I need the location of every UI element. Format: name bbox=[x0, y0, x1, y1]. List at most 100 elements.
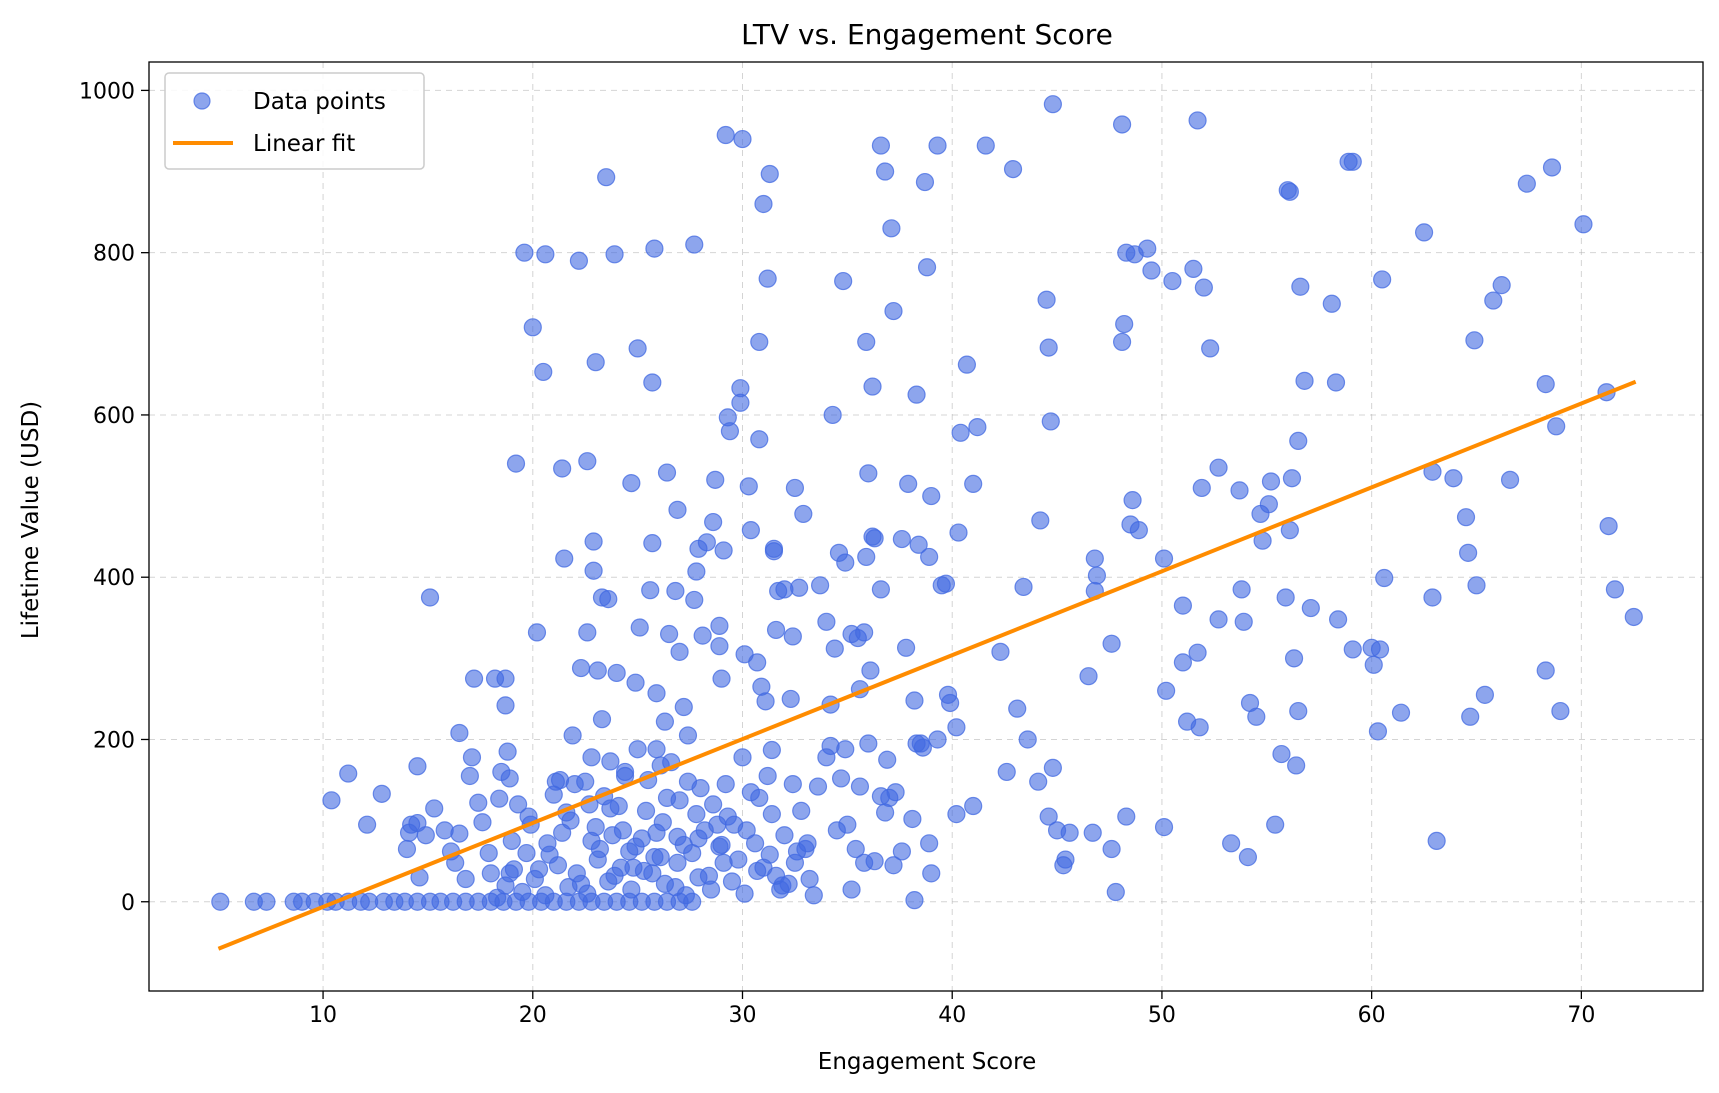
data-point bbox=[808, 777, 828, 796]
y-tick-label: 0 bbox=[121, 891, 135, 916]
data-point bbox=[460, 766, 479, 786]
data-point bbox=[760, 845, 779, 864]
data-point bbox=[1624, 607, 1643, 627]
data-point bbox=[794, 504, 813, 524]
data-point bbox=[655, 874, 675, 894]
x-tick-label: 30 bbox=[728, 1003, 756, 1028]
data-point bbox=[1209, 610, 1228, 629]
data-point bbox=[748, 653, 767, 672]
data-point bbox=[783, 627, 802, 646]
data-point bbox=[1154, 818, 1174, 837]
data-point bbox=[1295, 371, 1314, 390]
data-point bbox=[1456, 508, 1476, 527]
legend-marker-data-points bbox=[193, 92, 211, 110]
data-point bbox=[592, 710, 612, 729]
data-point bbox=[737, 821, 756, 840]
data-point bbox=[836, 740, 855, 759]
data-point bbox=[636, 801, 656, 820]
data-point bbox=[915, 172, 935, 192]
data-point bbox=[647, 823, 666, 842]
data-point bbox=[1536, 375, 1555, 394]
data-point bbox=[1003, 159, 1023, 179]
data-point bbox=[1154, 549, 1174, 568]
data-point bbox=[211, 892, 230, 911]
chart-title: LTV vs. Engagement Score bbox=[741, 18, 1113, 51]
data-point bbox=[1287, 756, 1306, 775]
x-tick-label: 40 bbox=[938, 1003, 966, 1028]
data-point bbox=[714, 853, 733, 872]
data-point bbox=[876, 162, 895, 181]
x-axis-label: Engagement Score bbox=[818, 1049, 1036, 1075]
data-point bbox=[798, 834, 817, 853]
data-point bbox=[859, 464, 878, 483]
data-point bbox=[420, 588, 440, 607]
data-point bbox=[825, 639, 844, 658]
data-point bbox=[712, 669, 731, 688]
data-point bbox=[857, 547, 876, 567]
data-point bbox=[817, 612, 836, 631]
y-tick-label: 800 bbox=[93, 242, 135, 267]
data-point bbox=[1326, 373, 1346, 392]
data-point bbox=[339, 764, 358, 783]
data-point bbox=[479, 843, 498, 863]
data-point bbox=[643, 534, 662, 553]
data-point bbox=[790, 578, 809, 597]
data-point bbox=[720, 422, 740, 441]
data-point bbox=[1259, 495, 1278, 514]
data-point bbox=[674, 697, 693, 717]
data-point bbox=[626, 837, 645, 856]
data-point bbox=[758, 766, 777, 786]
data-point bbox=[1375, 568, 1394, 588]
data-point bbox=[1301, 598, 1320, 618]
data-point bbox=[884, 301, 903, 321]
data-point bbox=[1517, 174, 1536, 193]
data-point bbox=[1190, 718, 1209, 737]
data-point bbox=[697, 533, 716, 552]
data-point bbox=[905, 691, 924, 710]
data-point bbox=[538, 834, 557, 853]
scatter-points bbox=[211, 95, 1643, 911]
legend-label-linear-fit: Linear fit bbox=[253, 131, 355, 157]
data-point bbox=[991, 642, 1010, 661]
data-point bbox=[766, 620, 786, 640]
data-point bbox=[1459, 543, 1478, 562]
data-point bbox=[1018, 730, 1037, 749]
data-point bbox=[850, 777, 870, 796]
data-point bbox=[1056, 850, 1075, 869]
data-point bbox=[701, 880, 721, 899]
data-point bbox=[536, 886, 555, 905]
data-point bbox=[500, 864, 519, 883]
data-point bbox=[1129, 521, 1148, 540]
data-point bbox=[450, 824, 469, 843]
data-point bbox=[678, 726, 698, 745]
data-point bbox=[1343, 152, 1362, 171]
x-axis-ticks: 10 20 30 40 50 60 70 bbox=[309, 991, 1595, 1028]
data-point bbox=[949, 523, 968, 542]
data-point bbox=[464, 669, 484, 688]
data-point bbox=[567, 864, 586, 883]
data-point bbox=[597, 168, 616, 187]
data-point bbox=[1475, 685, 1494, 704]
data-point bbox=[964, 474, 983, 494]
data-point bbox=[861, 661, 880, 680]
data-point bbox=[920, 834, 939, 853]
data-point bbox=[750, 332, 769, 352]
x-tick-label: 60 bbox=[1358, 1003, 1386, 1028]
data-point bbox=[1536, 661, 1555, 680]
data-point bbox=[506, 454, 526, 473]
data-point bbox=[1201, 339, 1220, 358]
data-point bbox=[964, 796, 983, 816]
data-point bbox=[626, 673, 645, 692]
data-point bbox=[670, 791, 689, 810]
data-point bbox=[1188, 111, 1207, 130]
data-point bbox=[578, 623, 597, 642]
data-point bbox=[785, 478, 805, 498]
data-point bbox=[1423, 588, 1442, 607]
data-point bbox=[515, 243, 534, 262]
data-point bbox=[1222, 834, 1241, 853]
data-point bbox=[1461, 707, 1480, 726]
data-point bbox=[1289, 431, 1308, 451]
data-point bbox=[605, 245, 624, 264]
data-point bbox=[1112, 115, 1132, 134]
